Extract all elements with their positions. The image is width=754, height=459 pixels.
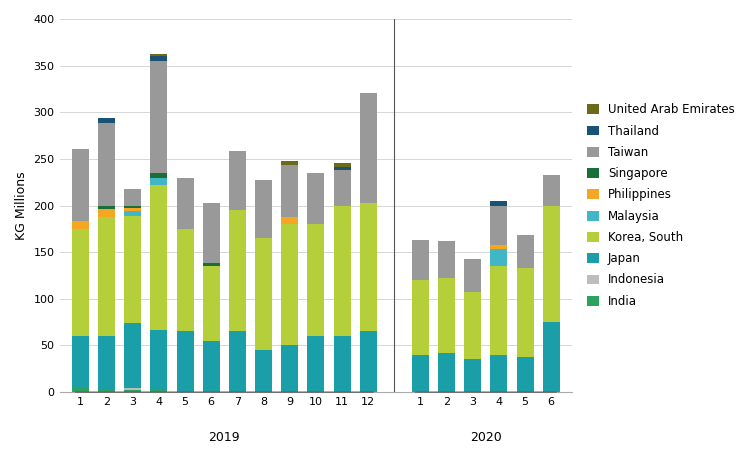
Bar xyxy=(516,357,534,392)
Bar xyxy=(490,245,507,249)
Bar xyxy=(281,161,298,165)
Bar xyxy=(72,149,89,221)
Bar xyxy=(333,168,351,170)
Bar xyxy=(72,229,89,336)
Bar xyxy=(490,206,507,245)
Bar xyxy=(360,331,377,392)
Bar xyxy=(543,175,559,206)
Bar xyxy=(151,185,167,330)
Bar xyxy=(333,206,351,336)
Bar xyxy=(516,235,534,268)
Bar xyxy=(98,390,115,392)
Text: 2020: 2020 xyxy=(470,431,501,444)
Bar xyxy=(203,341,219,392)
Bar xyxy=(98,217,115,336)
Bar xyxy=(360,93,377,203)
Legend: United Arab Emirates, Thailand, Taiwan, Singapore, Philippines, Malaysia, Korea,: United Arab Emirates, Thailand, Taiwan, … xyxy=(583,100,738,311)
Bar xyxy=(516,268,534,357)
Bar xyxy=(438,278,455,353)
Bar xyxy=(151,54,167,56)
Bar xyxy=(124,189,141,206)
Bar xyxy=(124,208,141,211)
Bar xyxy=(490,201,507,206)
Bar xyxy=(124,323,141,388)
Bar xyxy=(543,206,559,322)
Bar xyxy=(124,390,141,392)
Bar xyxy=(464,259,481,292)
Bar xyxy=(176,229,194,331)
Bar xyxy=(151,56,167,61)
Bar xyxy=(333,170,351,206)
Bar xyxy=(176,178,194,229)
Bar xyxy=(255,350,272,392)
Bar xyxy=(308,173,324,224)
Bar xyxy=(203,266,219,341)
Bar xyxy=(464,359,481,392)
Bar xyxy=(98,123,115,207)
Bar xyxy=(124,211,141,216)
Bar xyxy=(438,353,455,392)
Bar xyxy=(151,330,167,390)
Bar xyxy=(412,280,429,355)
Bar xyxy=(543,322,559,392)
Bar xyxy=(151,178,167,185)
Bar xyxy=(151,390,167,392)
Bar xyxy=(255,180,272,238)
Bar xyxy=(308,336,324,392)
Bar xyxy=(229,210,246,331)
Bar xyxy=(464,292,481,359)
Bar xyxy=(72,336,89,387)
Bar xyxy=(98,336,115,390)
Bar xyxy=(72,221,89,229)
Bar xyxy=(281,165,298,217)
Bar xyxy=(98,118,115,123)
Bar xyxy=(308,224,324,336)
Bar xyxy=(124,216,141,323)
Bar xyxy=(360,203,377,331)
Bar xyxy=(281,224,298,346)
Bar xyxy=(281,217,298,224)
Text: 2019: 2019 xyxy=(209,431,240,444)
Bar xyxy=(176,331,194,392)
Bar xyxy=(151,61,167,173)
Bar xyxy=(124,206,141,208)
Bar xyxy=(229,331,246,392)
Bar xyxy=(333,336,351,392)
Bar xyxy=(281,346,298,392)
Bar xyxy=(229,151,246,210)
Bar xyxy=(490,355,507,392)
Bar xyxy=(490,249,507,266)
Bar xyxy=(151,173,167,178)
Bar xyxy=(98,209,115,217)
Bar xyxy=(490,266,507,355)
Bar xyxy=(203,203,219,263)
Bar xyxy=(412,355,429,392)
Bar xyxy=(412,240,429,280)
Bar xyxy=(333,162,351,168)
Bar xyxy=(203,263,219,266)
Bar xyxy=(124,388,141,390)
Bar xyxy=(255,238,272,350)
Bar xyxy=(438,241,455,278)
Y-axis label: KG Millions: KG Millions xyxy=(15,171,28,240)
Bar xyxy=(98,207,115,209)
Bar xyxy=(72,387,89,392)
